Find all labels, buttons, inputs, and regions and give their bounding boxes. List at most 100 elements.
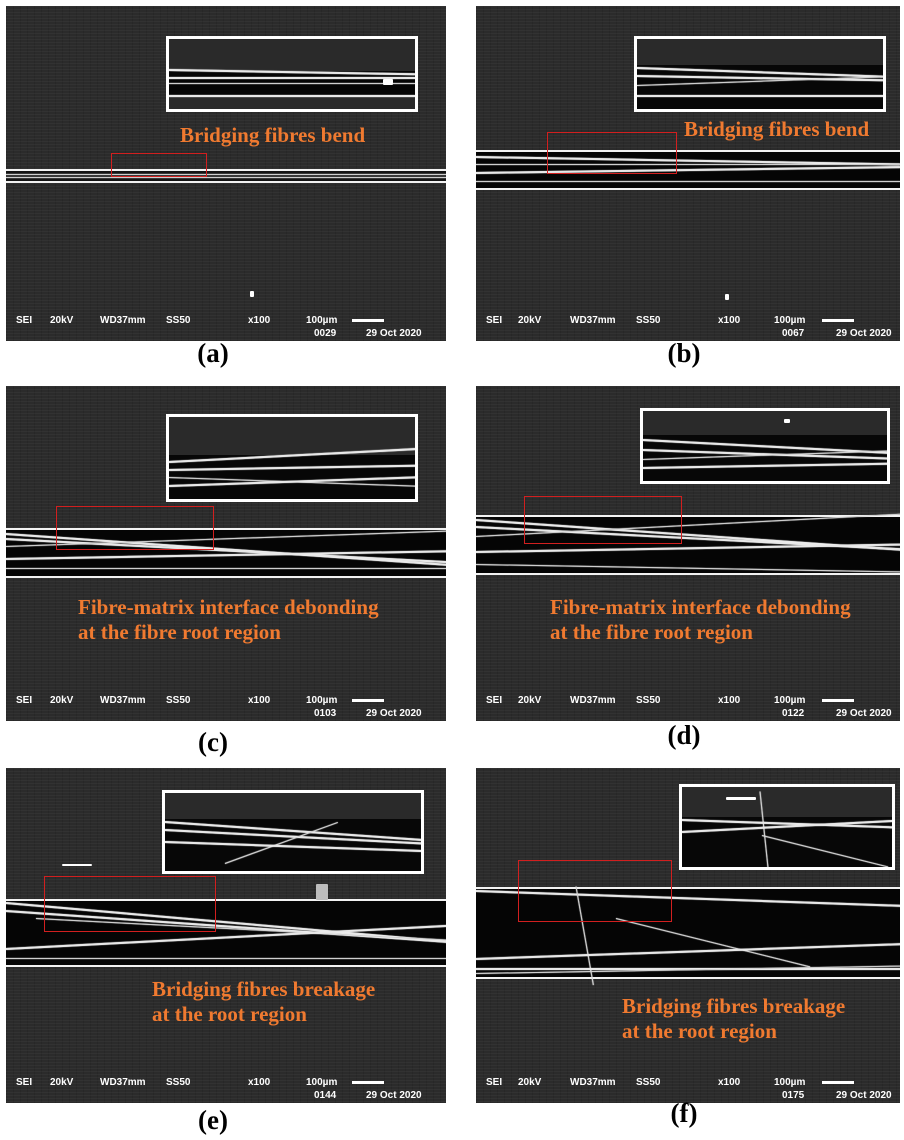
magnification-label: x100 bbox=[718, 315, 741, 326]
fibre bbox=[476, 181, 900, 182]
image-number: 0103 bbox=[314, 708, 337, 719]
working-distance-label: WD37mm bbox=[570, 695, 616, 706]
annotation: Bridging fibres breakage at the root reg… bbox=[152, 977, 376, 1026]
scale-bar bbox=[352, 319, 384, 322]
zoom-inset bbox=[640, 408, 890, 484]
crack-edge bbox=[476, 887, 900, 889]
working-distance-label: WD37mm bbox=[570, 1077, 616, 1088]
highlight-box bbox=[56, 506, 214, 550]
scale-bar bbox=[352, 699, 384, 702]
zoom-inset bbox=[634, 36, 886, 112]
sei-label: SEI bbox=[16, 315, 33, 326]
fibre bbox=[637, 95, 883, 97]
sem-panel-a: Bridging fibres bend SEI 20kV WD37mm SS5… bbox=[6, 6, 446, 341]
image-number: 0144 bbox=[314, 1090, 337, 1101]
scale-label: 100µm bbox=[774, 315, 806, 326]
working-distance-label: WD37mm bbox=[100, 695, 146, 706]
scale-label: 100µm bbox=[306, 315, 338, 326]
panel-caption-f: (f) bbox=[670, 1098, 698, 1128]
voltage-label: 20kV bbox=[50, 1077, 74, 1088]
fibre bbox=[6, 174, 446, 175]
inset-matrix bbox=[165, 793, 421, 819]
crack-gap bbox=[6, 900, 446, 966]
scale-label: 100µm bbox=[774, 695, 806, 706]
panel-caption-a: (a) bbox=[197, 338, 229, 368]
spot-size-label: SS50 bbox=[636, 695, 661, 706]
sei-label: SEI bbox=[16, 695, 33, 706]
debris bbox=[726, 797, 756, 800]
fibre bbox=[169, 464, 415, 471]
panel-caption-c: (c) bbox=[198, 727, 228, 757]
scale-label: 100µm bbox=[306, 695, 338, 706]
inset-matrix bbox=[169, 417, 415, 455]
debris bbox=[250, 291, 254, 297]
crack-gap bbox=[6, 169, 446, 183]
date-label: 29 Oct 2020 bbox=[366, 708, 422, 719]
spot-size-label: SS50 bbox=[166, 315, 191, 326]
fibre bbox=[476, 164, 900, 165]
scale-label: 100µm bbox=[306, 1077, 338, 1088]
sem-info-bar: SEI 20kV WD37mm SS50 x100 100µm 0122 29 … bbox=[476, 693, 900, 721]
magnification-label: x100 bbox=[718, 695, 741, 706]
date-label: 29 Oct 2020 bbox=[366, 1090, 422, 1101]
voltage-label: 20kV bbox=[518, 1077, 542, 1088]
sem-info-bar: SEI 20kV WD37mm SS50 x100 100µm 0067 29 … bbox=[476, 313, 900, 341]
inset-matrix bbox=[643, 411, 887, 435]
highlight-box bbox=[518, 860, 672, 922]
zoom-inset bbox=[166, 414, 418, 502]
annotation: Bridging fibres breakage at the root reg… bbox=[622, 994, 846, 1043]
image-number: 0175 bbox=[782, 1090, 805, 1101]
highlight-box bbox=[524, 496, 682, 544]
magnification-label: x100 bbox=[718, 1077, 741, 1088]
fibre bbox=[169, 77, 415, 79]
sem-info-bar: SEI 20kV WD37mm SS50 x100 100µm 0144 29 … bbox=[6, 1075, 446, 1103]
highlight-box bbox=[547, 132, 677, 174]
voltage-label: 20kV bbox=[50, 695, 74, 706]
debris bbox=[316, 884, 328, 900]
scale-bar bbox=[822, 699, 854, 702]
voltage-label: 20kV bbox=[518, 695, 542, 706]
voltage-label: 20kV bbox=[50, 315, 74, 326]
sem-info-bar: SEI 20kV WD37mm SS50 x100 100µm 0029 29 … bbox=[6, 313, 446, 341]
annotation: Fibre-matrix interface debonding at the … bbox=[78, 595, 379, 644]
crack-edge bbox=[476, 515, 900, 517]
sei-label: SEI bbox=[16, 1077, 33, 1088]
debris bbox=[725, 294, 729, 300]
scale-bar bbox=[352, 1081, 384, 1084]
fibre bbox=[6, 958, 446, 959]
zoom-inset bbox=[166, 36, 418, 112]
fibre bbox=[6, 568, 446, 569]
working-distance-label: WD37mm bbox=[570, 315, 616, 326]
crack-edge bbox=[6, 576, 446, 578]
fibre bbox=[169, 83, 415, 84]
image-number: 0029 bbox=[314, 328, 337, 339]
sem-panel-d: Fibre-matrix interface debonding at the … bbox=[476, 386, 900, 721]
spot-size-label: SS50 bbox=[636, 1077, 661, 1088]
sem-panel-f: Bridging fibres breakage at the root reg… bbox=[476, 768, 900, 1103]
scale-bar bbox=[822, 1081, 854, 1084]
highlight-box bbox=[44, 876, 216, 932]
panel-caption-d: (d) bbox=[667, 720, 701, 750]
fibre bbox=[761, 835, 889, 867]
crack-edge bbox=[6, 528, 446, 530]
sem-panel-c: Fibre-matrix interface debonding at the … bbox=[6, 386, 446, 721]
zoom-inset bbox=[162, 790, 424, 874]
image-number: 0122 bbox=[782, 708, 805, 719]
working-distance-label: WD37mm bbox=[100, 315, 146, 326]
debris bbox=[383, 79, 393, 85]
zoom-inset bbox=[679, 784, 895, 870]
crack-edge bbox=[476, 188, 900, 190]
fibre bbox=[643, 462, 887, 469]
spot-size-label: SS50 bbox=[166, 1077, 191, 1088]
date-label: 29 Oct 2020 bbox=[836, 708, 892, 719]
panel-caption-e: (e) bbox=[198, 1105, 228, 1135]
crack-edge bbox=[6, 899, 446, 901]
spot-size-label: SS50 bbox=[166, 695, 191, 706]
scale-bar bbox=[822, 319, 854, 322]
annotation: Bridging fibres bend bbox=[180, 123, 366, 147]
scale-label: 100µm bbox=[774, 1077, 806, 1088]
crack-edge bbox=[476, 150, 900, 152]
highlight-box bbox=[111, 153, 207, 177]
annotation: Fibre-matrix interface debonding at the … bbox=[550, 595, 851, 644]
working-distance-label: WD37mm bbox=[100, 1077, 146, 1088]
